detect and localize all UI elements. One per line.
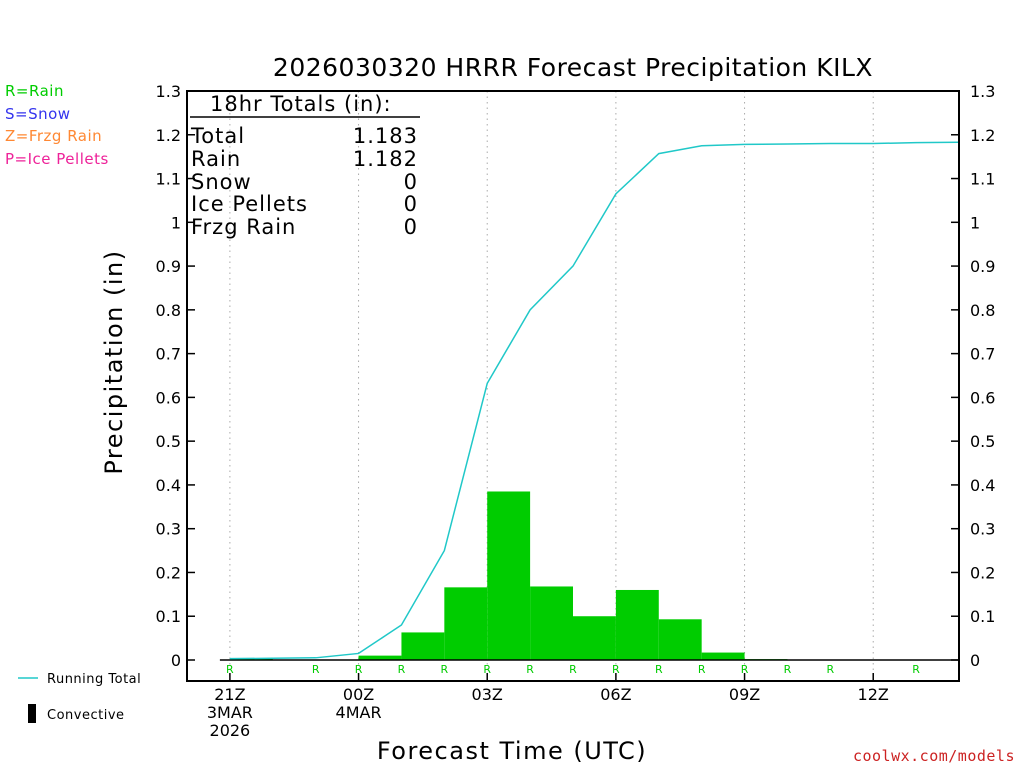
totals-value-frzg-rain: 0 xyxy=(404,215,418,239)
y-tick-label-left-0: 0 xyxy=(171,651,181,670)
totals-value-snow: 0 xyxy=(404,170,418,194)
x-tick-label-1-0: 00Z xyxy=(343,685,374,704)
y-tick-label-right-12: 1.2 xyxy=(970,126,995,145)
ptype-legend-rain: R=Rain xyxy=(5,82,64,100)
totals-value-rain: 1.182 xyxy=(353,147,418,171)
ptype-label-hour-10: R xyxy=(655,663,663,676)
running-total-series xyxy=(229,141,960,660)
y-tick-label-left-7: 0.7 xyxy=(156,345,181,364)
ptype-label-hour-12: R xyxy=(741,663,749,676)
ptype-legend-snow: S=Snow xyxy=(5,105,71,123)
x-tick-label-1-1: 4MAR xyxy=(336,703,382,722)
y-tick-label-right-13: 1.3 xyxy=(970,82,995,101)
y-axis-right: 0 0.1 0.2 0.3 0.4 0.5 0.6 0.7 0.8 0.9 1 1.1 1.2 1.3 xyxy=(951,82,995,670)
y-tick-label-left-3: 0.3 xyxy=(156,520,181,539)
totals-value-total: 1.183 xyxy=(353,124,418,148)
y-tick-label-right-8: 0.8 xyxy=(970,301,995,320)
totals-label-frzg-rain: Frzg Rain xyxy=(191,215,296,239)
y-tick-label-right-0: 0 xyxy=(970,651,980,670)
x-tick-label-0-1: 3MAR xyxy=(207,703,253,722)
bar-hour-8 xyxy=(573,616,616,660)
bar-hour-3 xyxy=(358,655,402,660)
plot-frame xyxy=(186,90,960,682)
x-tick-label-5-0: 12Z xyxy=(858,685,889,704)
convective-legend-swatch xyxy=(28,704,36,723)
bar-hour-9 xyxy=(615,589,659,660)
ptype-label-hour-14: R xyxy=(827,663,835,676)
y-tick-label-right-1: 0.1 xyxy=(970,607,995,626)
y-tick-label-right-5: 0.5 xyxy=(970,432,995,451)
ptype-label-hour-2: R xyxy=(312,663,320,676)
chart-title: 2026030320 HRRR Forecast Precipitation K… xyxy=(273,53,873,82)
x-axis-label: Forecast Time (UTC) xyxy=(377,737,647,765)
ptype-label-hour-11: R xyxy=(698,663,706,676)
y-tick-label-right-6: 0.6 xyxy=(970,388,995,407)
bar-hour-7 xyxy=(530,586,573,660)
ptype-label-hour-13: R xyxy=(784,663,792,676)
running-total-legend-label: Running Total xyxy=(47,672,141,687)
convective-legend-label: Convective xyxy=(47,708,125,723)
x-tick-label-3-0: 06Z xyxy=(600,685,631,704)
totals-label-ice-pellets: Ice Pellets xyxy=(191,192,308,216)
ptype-label-hour-5: R xyxy=(441,663,449,676)
x-tick-label-0-2: 2026 xyxy=(210,721,251,740)
y-tick-label-left-4: 0.4 xyxy=(156,476,181,495)
y-tick-label-right-11: 1.1 xyxy=(970,170,995,189)
y-tick-label-left-8: 0.8 xyxy=(156,301,181,320)
totals-value-ice-pellets: 0 xyxy=(404,192,418,216)
bar-hour-5 xyxy=(444,587,488,660)
y-tick-label-left-9: 0.9 xyxy=(156,257,181,276)
y-tick-label-left-1: 0.1 xyxy=(156,607,181,626)
y-axis-label: Precipitation (in) xyxy=(100,249,128,474)
ptype-legend-frzg-rain: Z=Frzg Rain xyxy=(5,127,102,145)
ptype-label-hour-8: R xyxy=(569,663,577,676)
totals-header: 18hr Totals (in): xyxy=(210,92,392,116)
y-tick-label-left-13: 1.3 xyxy=(156,82,181,101)
x-tick-label-2-0: 03Z xyxy=(472,685,503,704)
y-tick-label-right-9: 0.9 xyxy=(970,257,995,276)
y-tick-label-right-2: 0.2 xyxy=(970,563,995,582)
credit-text: coolwx.com/models xyxy=(853,747,1015,765)
y-tick-label-left-5: 0.5 xyxy=(156,432,181,451)
ptype-label-hour-16: R xyxy=(912,663,920,676)
bar-hour-11 xyxy=(701,652,745,660)
ptype-legend: R=Rain S=Snow Z=Frzg Rain P=Ice Pellets xyxy=(5,82,109,168)
y-tick-label-left-6: 0.6 xyxy=(156,388,181,407)
bar-hour-4 xyxy=(401,632,445,660)
ptype-label-hour-4: R xyxy=(398,663,406,676)
bar-hour-6 xyxy=(487,491,531,660)
totals-label-total: Total xyxy=(190,124,245,148)
x-tick-label-4-0: 09Z xyxy=(729,685,760,704)
ptype-label-hour-3: R xyxy=(355,663,363,676)
y-tick-label-left-11: 1.1 xyxy=(156,170,181,189)
y-tick-label-right-4: 0.4 xyxy=(970,476,995,495)
y-tick-label-left-12: 1.2 xyxy=(156,126,181,145)
bar-hour-10 xyxy=(658,619,702,660)
y-tick-label-right-7: 0.7 xyxy=(970,345,995,364)
ptype-legend-ice-pellets: P=Ice Pellets xyxy=(5,150,109,168)
y-axis-left: 0 0.1 0.2 0.3 0.4 0.5 0.6 0.7 0.8 0.9 1 1.1 1.2 1.3 xyxy=(156,82,195,670)
totals-label-rain: Rain xyxy=(191,147,241,171)
y-tick-label-left-2: 0.2 xyxy=(156,563,181,582)
series-legend: Running Total Convective xyxy=(18,672,141,723)
ptype-label-hour-9: R xyxy=(612,663,620,676)
bar-series xyxy=(219,491,959,661)
y-tick-label-left-10: 1 xyxy=(171,213,181,232)
y-tick-label-right-3: 0.3 xyxy=(970,520,995,539)
ptype-label-hour-6: R xyxy=(483,663,491,676)
totals-label-snow: Snow xyxy=(191,170,252,194)
x-tick-label-0-0: 21Z xyxy=(214,685,245,704)
ptype-label-hour-7: R xyxy=(526,663,534,676)
running-total-line xyxy=(229,141,960,660)
totals-box: 18hr Totals (in): Total 1.183 Rain 1.182… xyxy=(190,92,420,239)
y-tick-label-right-10: 1 xyxy=(970,213,980,232)
ptype-label-hour-0: R xyxy=(226,663,234,676)
